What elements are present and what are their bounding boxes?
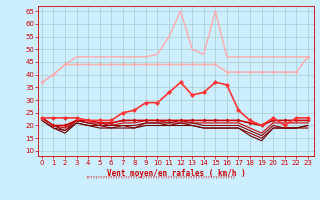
X-axis label: Vent moyen/en rafales ( km/h ): Vent moyen/en rafales ( km/h ) xyxy=(107,169,245,178)
Text: ????????????????????????????????????????????????????????????: ????????????????????????????????????????… xyxy=(85,176,235,180)
